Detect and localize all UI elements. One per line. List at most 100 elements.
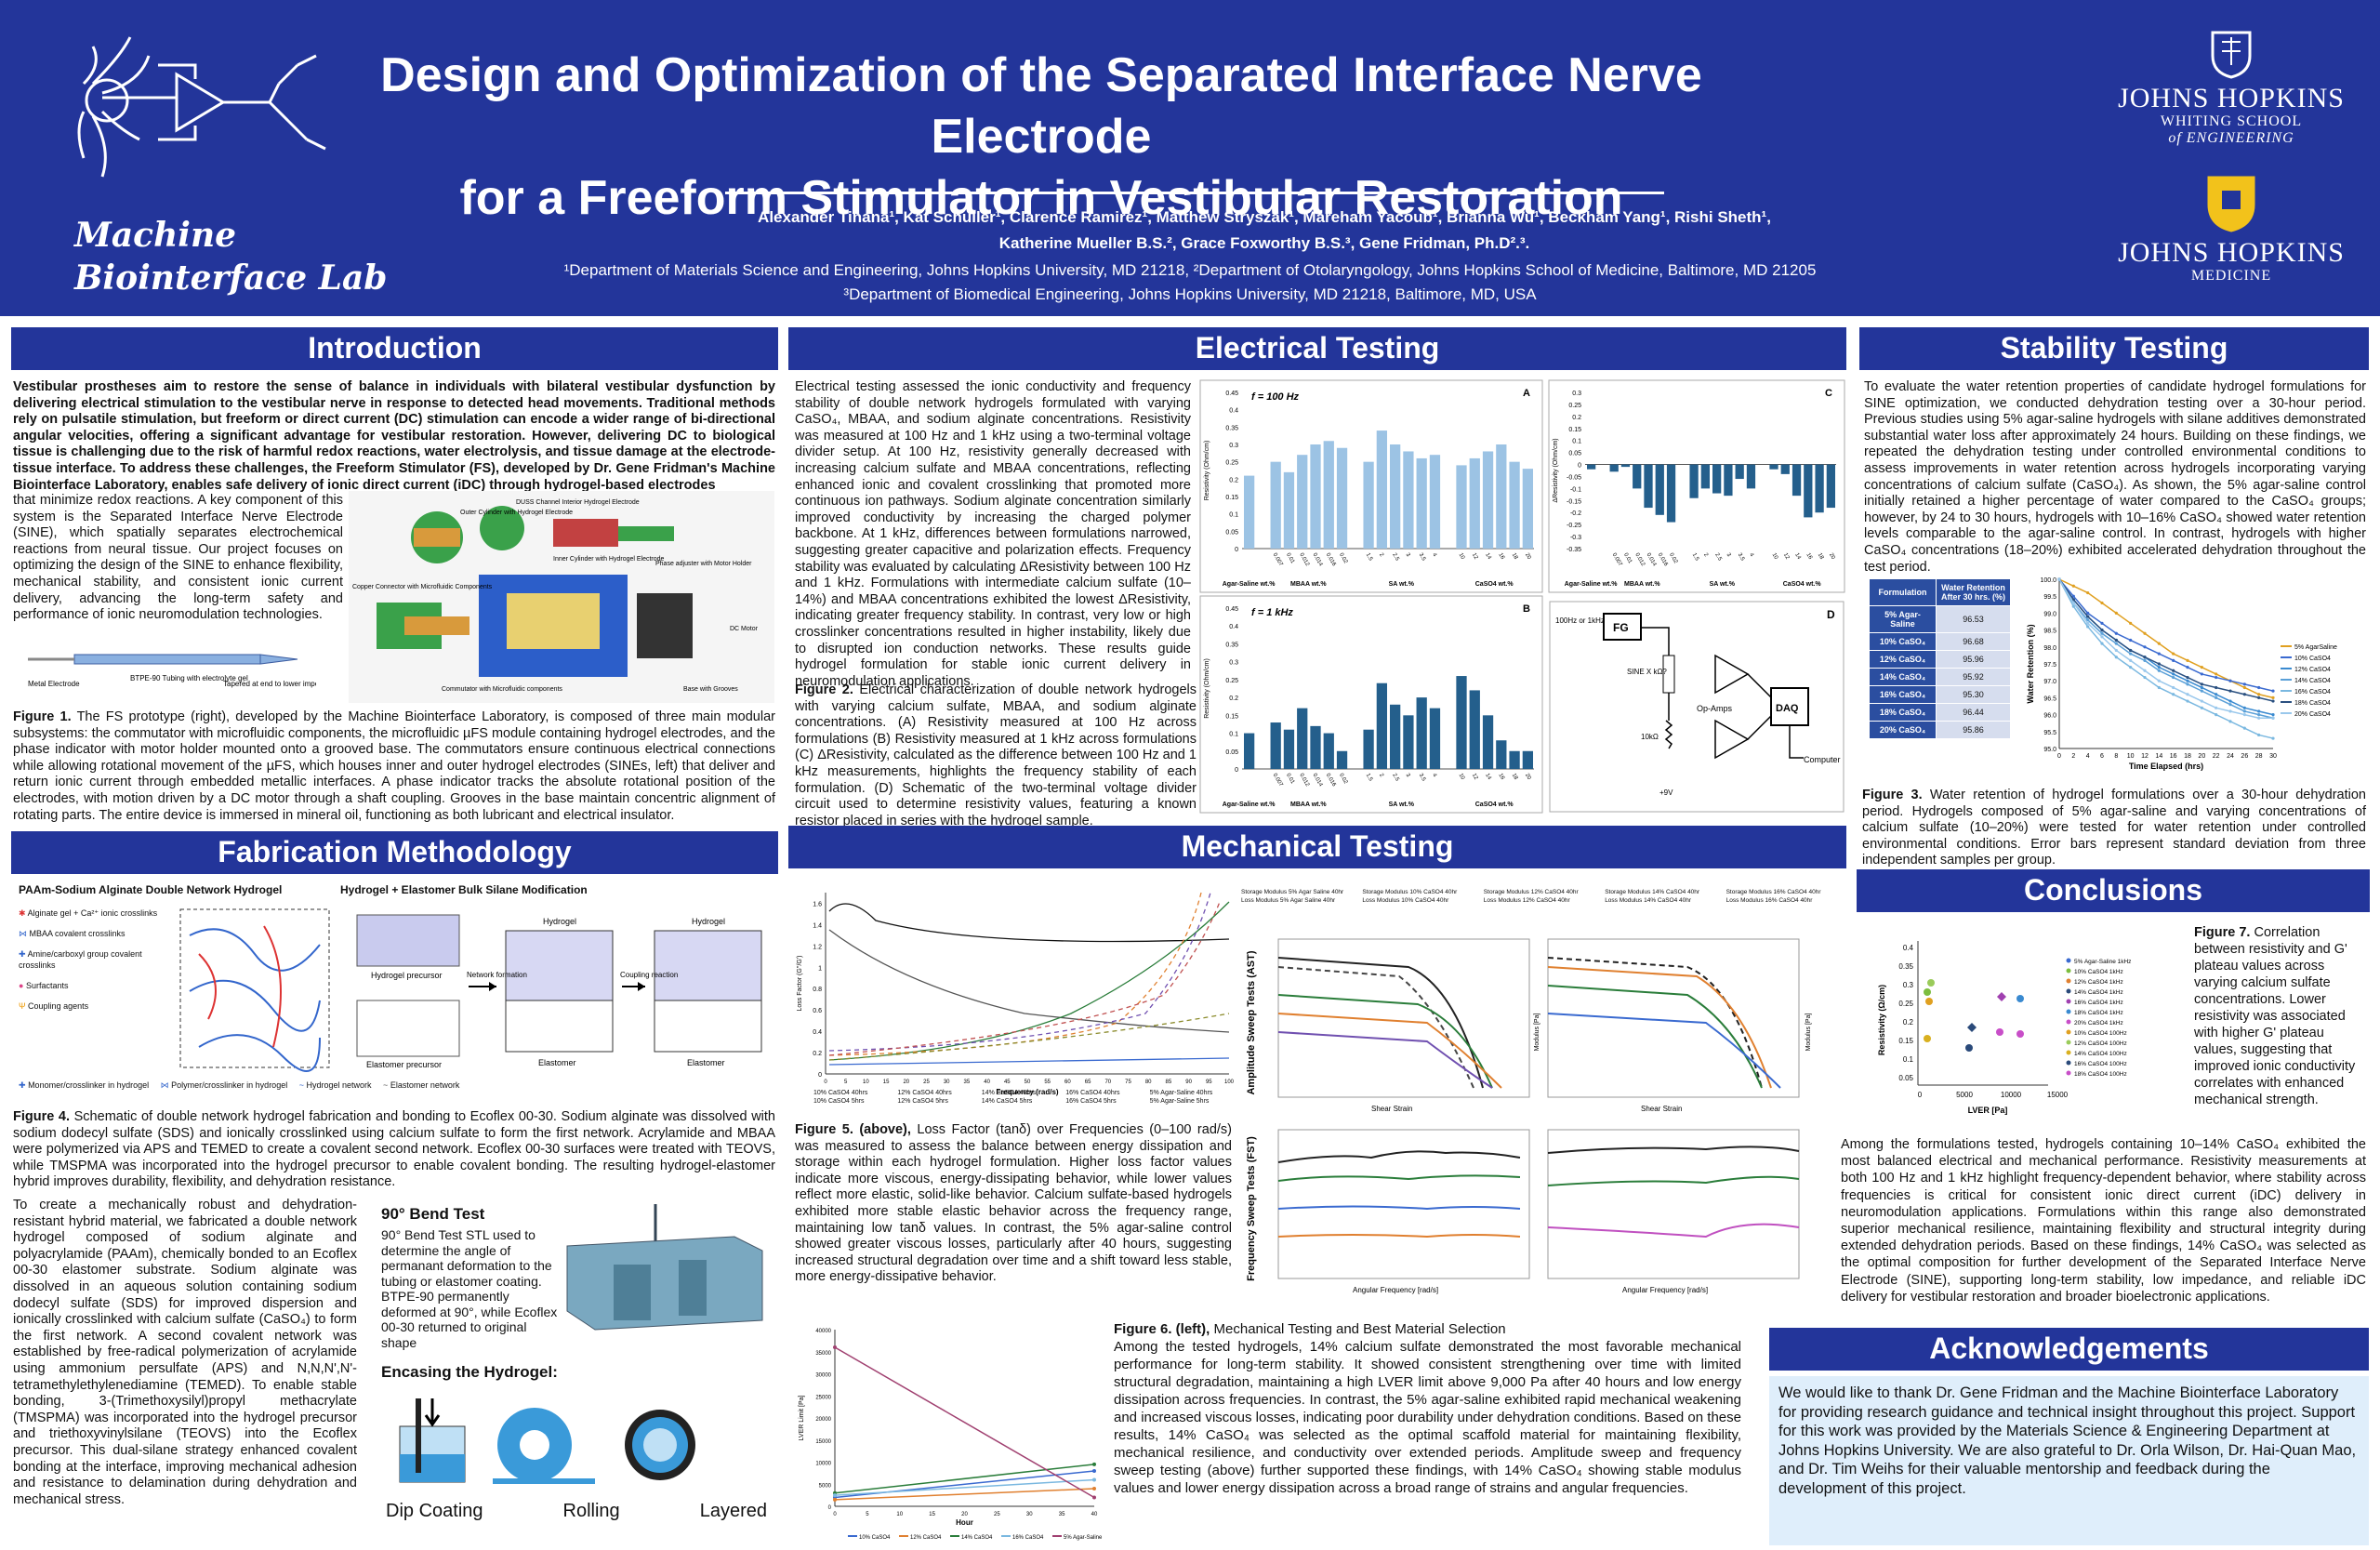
modulus-label-2: Modulus [Pa] — [1805, 1013, 1812, 1052]
table-cell: 18% CaSO₄ — [1869, 703, 1937, 722]
x-tick-label: 55 — [1044, 1080, 1051, 1085]
y-tick-label: -0.2 — [1570, 510, 1581, 517]
stability-heading: Stability Testing — [1859, 327, 2369, 370]
x-tick-label: 3.5 — [1418, 773, 1427, 783]
data-point — [2129, 666, 2133, 669]
f7-legend-9: 14% CaSO4 100Hz — [2074, 1051, 2127, 1057]
data-point — [2143, 669, 2147, 672]
legend-label: 10% CaSO4 — [2294, 656, 2331, 662]
y-tick-label: 0.4 — [1229, 624, 1238, 630]
neuron-circuit-icon — [77, 36, 326, 178]
delta-resistivity-chart: C -0.35 -0.3 -0.25 -0.2 -0.15 -0.1 -0.05 0 0.05 0.… — [1548, 379, 1845, 593]
table-row: 14% CaSO₄ 95.92 — [1869, 668, 2011, 686]
x-axis-label: Hour — [956, 1518, 973, 1527]
x-tick-label: 85 — [1166, 1080, 1172, 1085]
encasing-title: Encasing the Hydrogel: — [381, 1363, 558, 1381]
series-line — [834, 1478, 1095, 1496]
y-tick-label: 0 — [828, 1505, 832, 1511]
legend-mbaa: MBAA covalent crosslinks — [29, 929, 126, 938]
bar — [1456, 465, 1467, 549]
x-tick-label: 0.02 — [1338, 773, 1348, 786]
x-tick-label: 12 — [2141, 753, 2149, 760]
bar — [1456, 676, 1467, 769]
y-tick-label: 0.4 — [813, 1029, 822, 1036]
data-point — [2086, 625, 2090, 629]
resistivity-100hz-chart: f = 100 Hz A 0 0.05 0.1 0.15 0.2 0.25 0.3 0.35 0.4… — [1199, 379, 1543, 593]
data-point — [2086, 621, 2090, 625]
loss-factor-curve — [828, 892, 1211, 1052]
data-point — [2242, 682, 2246, 686]
y-tick-label: 0 — [818, 1072, 822, 1079]
chart-title: f = 100 Hz — [1251, 391, 1300, 403]
x-tick-label: 15 — [929, 1512, 935, 1517]
data-point — [2086, 615, 2090, 618]
x-tick-label: 22 — [2213, 753, 2220, 760]
poster-title: Design and Optimization of the Separated… — [335, 45, 1748, 229]
data-point — [2071, 601, 2075, 605]
f7-legend-4: 16% CaSO4 1kHz — [2074, 1000, 2123, 1006]
x-tick-label: 14 — [2155, 753, 2162, 760]
data-point — [2129, 638, 2133, 643]
table-cell: 95.30 — [1936, 685, 2011, 704]
x-tick-label: 5 — [866, 1512, 869, 1517]
y-tick-label: 0.25 — [1225, 678, 1238, 684]
loss-factor-curve — [828, 903, 1230, 943]
group-label: MBAA wt.% — [1624, 581, 1660, 588]
fabrication-heading: Fabrication Methodology — [11, 831, 778, 874]
bend-test-text: 90° Bend Test STL used to determine the … — [381, 1227, 558, 1350]
sw-legend-3: Storage Modulus 14% CaSO4 40hr — [1605, 889, 1700, 895]
x-tick-label: 60 — [1064, 1080, 1071, 1085]
table-cell: 96.68 — [1936, 632, 2011, 651]
sw-legend-2: Storage Modulus 12% CaSO4 40hr — [1483, 889, 1579, 895]
daq-label: DAQ — [1776, 703, 1799, 714]
svg-text:0: 0 — [1918, 1091, 1923, 1099]
panel-letter: C — [1825, 388, 1832, 399]
table-cell: 95.92 — [1936, 668, 2011, 686]
x-tick-label: 30 — [2269, 753, 2277, 760]
fab-network-svg: Hydrogel Hydrogel Hydrogel precursor Net… — [179, 908, 762, 1072]
y-axis-label-group: LVER Limit [Pa] — [799, 1396, 805, 1441]
y-tick-label: 98.0 — [2043, 645, 2056, 652]
bar — [1509, 461, 1520, 549]
x-tick-label: 16 — [2170, 753, 2177, 760]
y-tick-label: -0.05 — [1567, 474, 1581, 481]
y-tick-label: 0.35 — [1225, 425, 1238, 431]
bar — [1815, 464, 1824, 513]
x-tick-label: 20 — [1524, 552, 1532, 561]
data-point — [2257, 733, 2261, 737]
fig4-label: Figure 4. — [13, 1109, 71, 1124]
f7-legend-8: 12% CaSO4 100Hz — [2074, 1040, 2127, 1047]
data-point — [2057, 577, 2061, 581]
x-tick-label: 0.02 — [1338, 552, 1348, 565]
y-tick-label: 0.1 — [1229, 732, 1238, 738]
y-tick-label: -0.3 — [1570, 535, 1581, 541]
bar — [1712, 464, 1722, 494]
bar — [1283, 729, 1295, 769]
data-point — [2257, 709, 2261, 713]
legend-label: 5% Agar-Saline — [1064, 1535, 1103, 1541]
data-point — [2172, 658, 2175, 662]
table-row: 12% CaSO₄ 95.96 — [1869, 650, 2011, 669]
x-tick-label: 14 — [1793, 552, 1802, 561]
bar — [1363, 461, 1374, 549]
affiliations: ¹Department of Materials Science and Eng… — [409, 258, 1971, 307]
data-point — [2143, 645, 2147, 649]
x-tick-label: 50 — [1025, 1080, 1031, 1085]
y-tick-label: 0.25 — [1568, 403, 1581, 409]
fig1-caption-text: The FS prototype (right), developed by t… — [13, 709, 775, 823]
svg-text:0.4: 0.4 — [1903, 944, 1914, 952]
svg-text:0.05: 0.05 — [1898, 1074, 1913, 1082]
x-tick-label: 26 — [2241, 753, 2248, 760]
fig5-caption-text: Loss Factor (tanδ) over Frequencies (0–1… — [795, 1122, 1232, 1285]
y-tick-label: 0.05 — [1225, 529, 1238, 536]
y-tick-label: 5000 — [819, 1483, 832, 1489]
data-point — [2172, 693, 2175, 696]
sw-legend-4: Storage Modulus 16% CaSO4 40hr — [1726, 889, 1821, 895]
bar — [1780, 464, 1790, 474]
x-tick-label: 65 — [1085, 1080, 1091, 1085]
y-tick-label: 0.2 — [1229, 696, 1238, 702]
data-point — [2271, 689, 2275, 693]
network-formation-label: Network formation — [467, 971, 527, 979]
table-cell: 95.96 — [1936, 650, 2011, 669]
bar — [1310, 725, 1321, 769]
